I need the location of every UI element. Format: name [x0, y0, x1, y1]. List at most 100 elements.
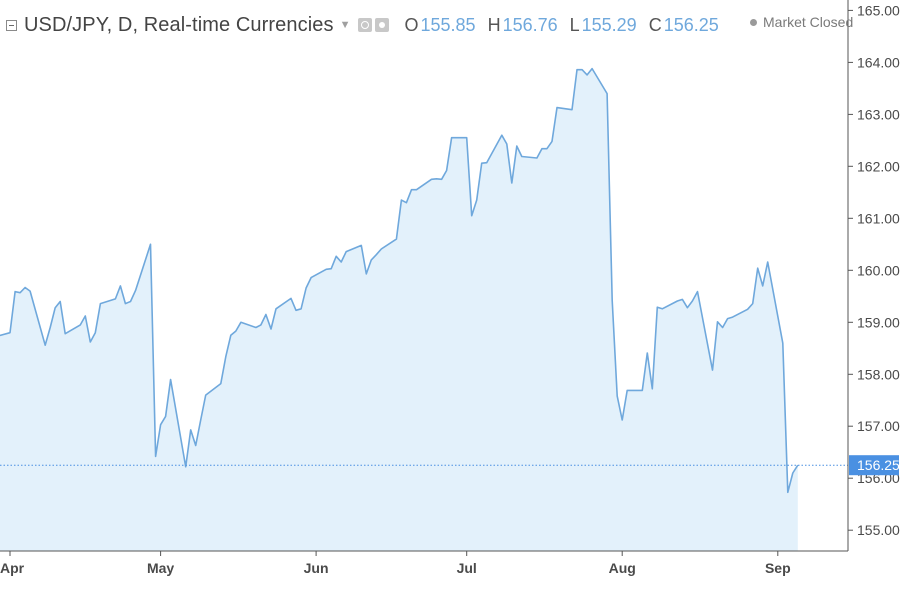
data-point[interactable] — [324, 267, 328, 271]
data-point[interactable] — [374, 253, 378, 257]
data-point[interactable] — [746, 307, 750, 311]
data-point[interactable] — [199, 418, 203, 422]
data-point[interactable] — [751, 302, 755, 306]
data-point[interactable] — [721, 326, 725, 330]
data-point[interactable] — [781, 341, 785, 345]
data-point[interactable] — [329, 267, 333, 271]
data-point[interactable] — [786, 490, 790, 494]
data-point[interactable] — [8, 331, 12, 335]
data-point[interactable] — [28, 289, 32, 293]
data-point[interactable] — [134, 289, 138, 293]
data-point[interactable] — [13, 290, 17, 294]
data-point[interactable] — [334, 254, 338, 258]
data-point[interactable] — [575, 68, 579, 72]
data-point[interactable] — [410, 188, 414, 192]
data-point[interactable] — [696, 290, 700, 294]
data-point[interactable] — [500, 133, 504, 137]
gear-icon[interactable] — [375, 18, 390, 32]
data-point[interactable] — [685, 306, 689, 310]
data-point[interactable] — [610, 299, 614, 303]
data-point[interactable] — [470, 214, 474, 218]
data-point[interactable] — [93, 331, 97, 335]
data-point[interactable] — [219, 382, 223, 386]
data-point[interactable] — [465, 136, 469, 140]
data-point[interactable] — [555, 106, 559, 110]
data-point[interactable] — [645, 351, 649, 355]
data-point[interactable] — [485, 161, 489, 165]
data-point[interactable] — [660, 307, 664, 311]
data-point[interactable] — [590, 67, 594, 71]
data-point[interactable] — [480, 161, 484, 165]
data-point[interactable] — [430, 177, 434, 181]
data-point[interactable] — [520, 155, 524, 159]
data-point[interactable] — [234, 329, 238, 333]
data-point[interactable] — [224, 355, 228, 359]
data-point[interactable] — [716, 320, 720, 324]
data-point[interactable] — [515, 144, 519, 148]
data-point[interactable] — [440, 177, 444, 181]
data-point[interactable] — [756, 266, 760, 270]
data-point[interactable] — [289, 296, 293, 300]
data-point[interactable] — [580, 68, 584, 72]
data-point[interactable] — [78, 323, 82, 327]
data-point[interactable] — [690, 299, 694, 303]
data-point[interactable] — [640, 388, 644, 392]
price-line[interactable] — [0, 67, 799, 494]
data-point[interactable] — [98, 302, 102, 306]
data-point[interactable] — [189, 428, 193, 432]
data-point[interactable] — [625, 388, 629, 392]
data-point[interactable] — [379, 247, 383, 251]
data-point[interactable] — [766, 260, 770, 264]
data-point[interactable] — [364, 272, 368, 276]
data-point[interactable] — [505, 142, 509, 146]
data-point[interactable] — [761, 284, 765, 288]
data-point[interactable] — [344, 250, 348, 254]
data-point[interactable] — [404, 201, 408, 205]
data-point[interactable] — [88, 340, 92, 344]
data-point[interactable] — [123, 302, 127, 306]
data-point[interactable] — [274, 307, 278, 311]
data-point[interactable] — [304, 286, 308, 290]
data-point[interactable] — [445, 169, 449, 173]
data-point[interactable] — [154, 454, 158, 458]
data-point[interactable] — [118, 284, 122, 288]
data-point[interactable] — [359, 243, 363, 247]
data-point[interactable] — [615, 394, 619, 398]
collapse-icon[interactable] — [6, 19, 17, 31]
plot-area[interactable] — [0, 67, 848, 551]
data-point[interactable] — [149, 242, 153, 246]
data-point[interactable] — [43, 343, 47, 347]
data-point[interactable] — [23, 286, 27, 290]
data-point[interactable] — [550, 139, 554, 143]
data-point[interactable] — [540, 147, 544, 151]
data-point[interactable] — [239, 320, 243, 324]
data-point[interactable] — [394, 237, 398, 241]
data-point[interactable] — [655, 305, 659, 309]
data-point[interactable] — [650, 387, 654, 391]
data-point[interactable] — [399, 198, 403, 202]
data-point[interactable] — [731, 315, 735, 319]
data-point[interactable] — [254, 326, 258, 330]
data-point[interactable] — [675, 299, 679, 303]
data-point[interactable] — [264, 313, 268, 317]
data-point[interactable] — [605, 92, 609, 96]
data-point[interactable] — [535, 156, 539, 160]
data-point[interactable] — [204, 393, 208, 397]
data-point[interactable] — [48, 326, 52, 330]
data-point[interactable] — [339, 260, 343, 264]
data-point[interactable] — [259, 323, 263, 327]
data-point[interactable] — [159, 423, 163, 427]
data-point[interactable] — [58, 300, 62, 304]
data-point[interactable] — [620, 418, 624, 422]
data-point[interactable] — [545, 147, 549, 151]
data-point[interactable] — [726, 317, 730, 321]
data-point[interactable] — [415, 188, 419, 192]
data-point[interactable] — [791, 471, 795, 475]
data-point[interactable] — [680, 297, 684, 301]
data-point[interactable] — [585, 73, 589, 77]
data-point[interactable] — [113, 297, 117, 301]
eye-icon[interactable] — [358, 18, 373, 32]
data-point[interactable] — [269, 327, 273, 331]
data-point[interactable] — [229, 333, 233, 337]
